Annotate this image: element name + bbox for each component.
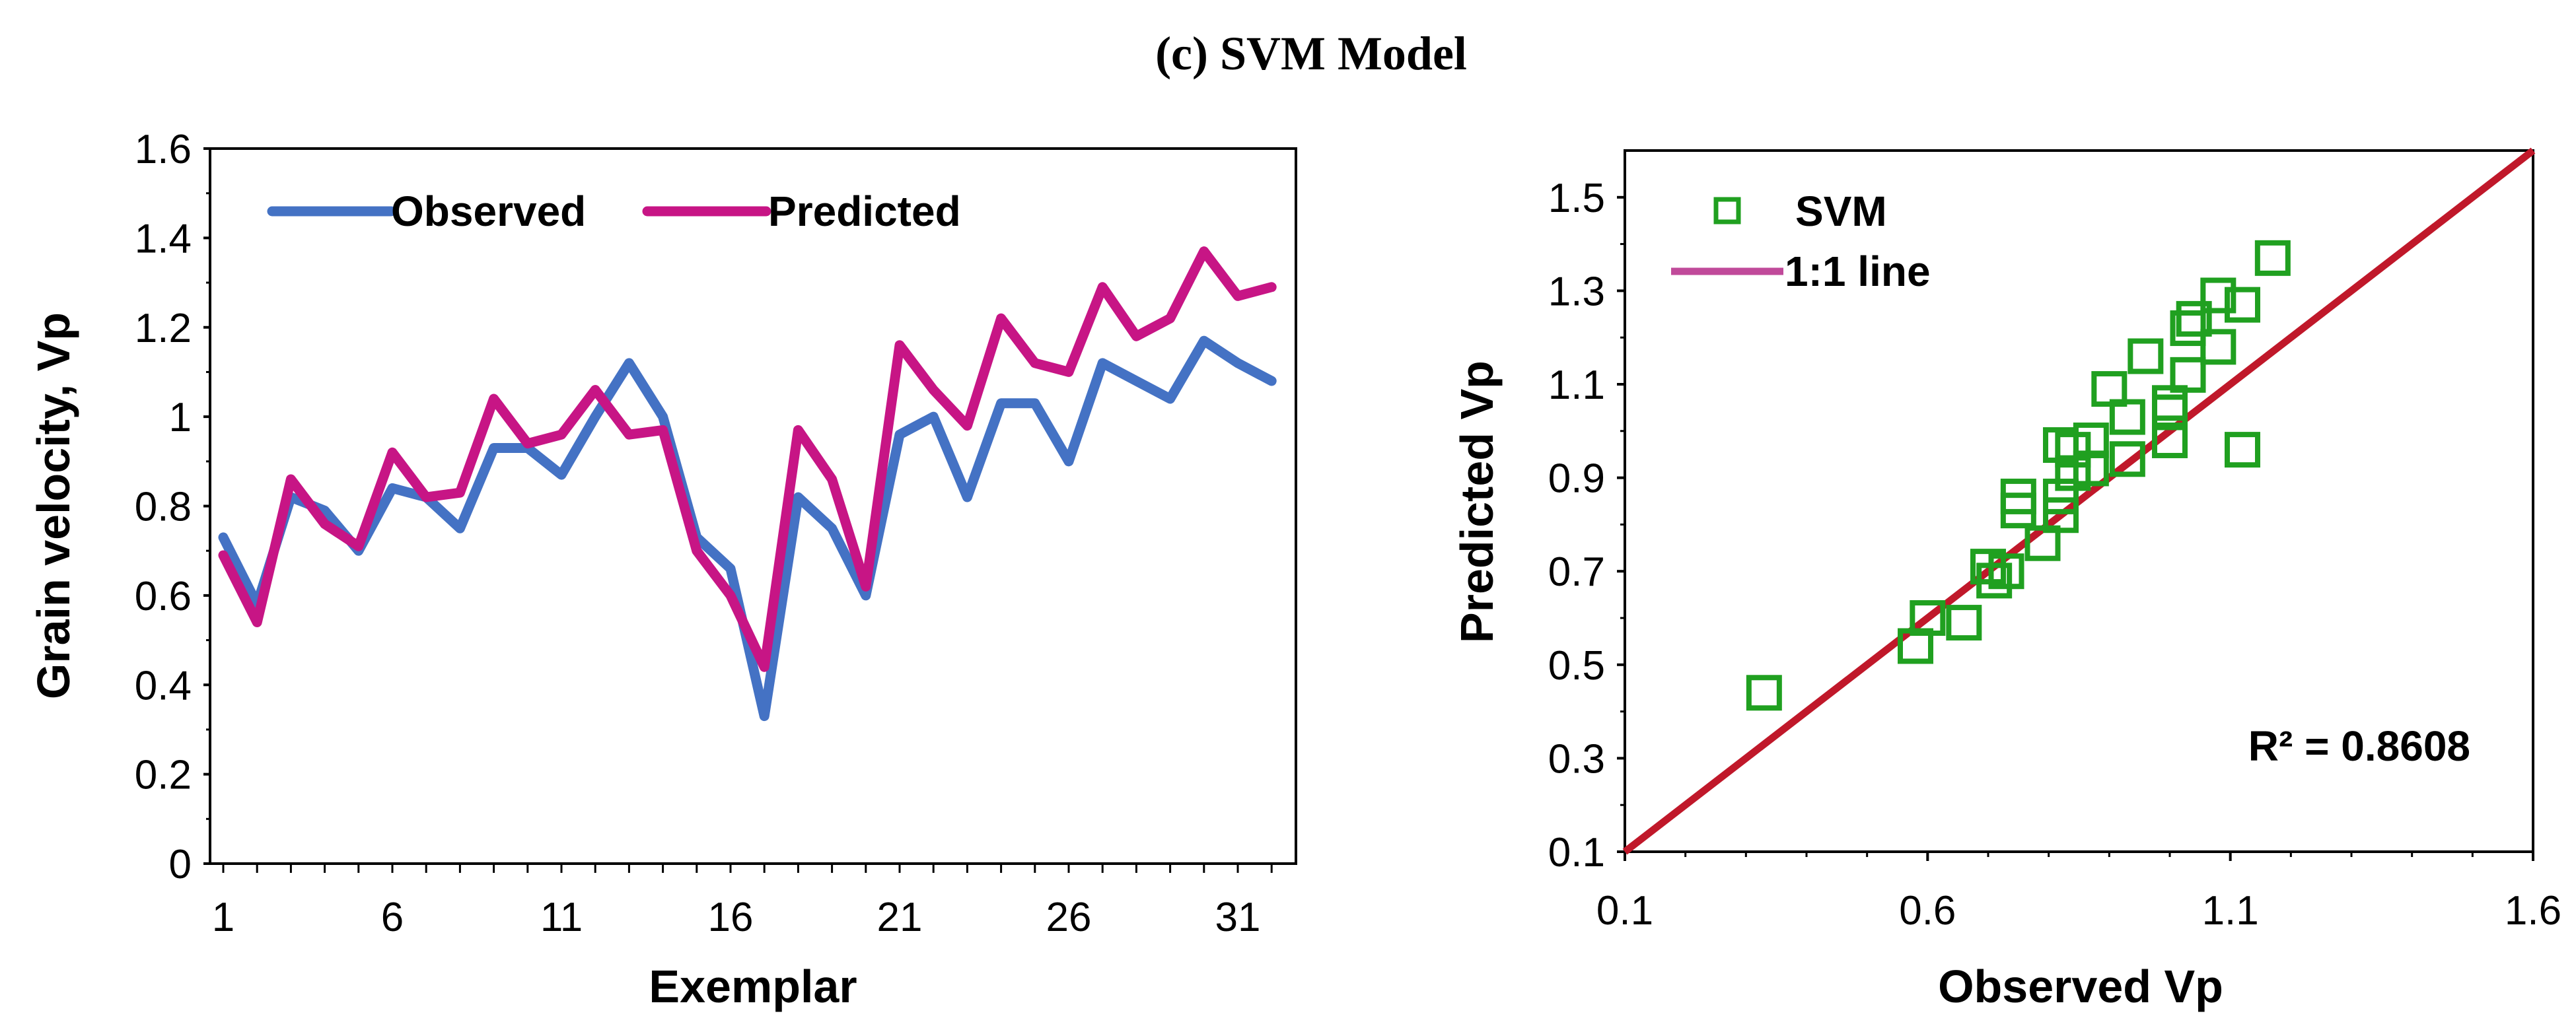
y-axis-label: Predicted Vp bbox=[1451, 360, 1503, 643]
x-tick-label: 1 bbox=[212, 895, 234, 940]
scatter-point bbox=[2152, 385, 2188, 421]
scatter-point bbox=[2091, 371, 2128, 407]
scatter-point bbox=[2200, 329, 2236, 365]
scatter-point bbox=[2024, 525, 2061, 561]
y-tick-label: 0.2 bbox=[135, 753, 192, 798]
x-tick-label: 1.1 bbox=[2202, 888, 2259, 934]
scatter-point bbox=[2225, 432, 2260, 468]
y-tick-label: 0.6 bbox=[135, 574, 192, 619]
y-tick-label: 1.4 bbox=[135, 216, 192, 261]
scatter-point bbox=[2109, 441, 2145, 477]
scatter-point bbox=[2055, 455, 2091, 491]
x-tick-label: 0.6 bbox=[1899, 888, 1956, 934]
scatter-point bbox=[2073, 422, 2109, 458]
legend-swatch-svm bbox=[1713, 197, 1741, 224]
scatter-point bbox=[2176, 300, 2212, 337]
scatter-point bbox=[2055, 432, 2091, 468]
figure-title: (c) SVM Model bbox=[1155, 27, 1467, 80]
scatter-point bbox=[2170, 357, 2206, 393]
plot-frame bbox=[1624, 149, 2534, 853]
y-tick-label: 1.2 bbox=[135, 306, 192, 351]
scatter-point bbox=[2128, 338, 2164, 374]
legend-label-predicted: Predicted bbox=[768, 188, 961, 235]
y-axis-label: Grain velocity, Vp bbox=[28, 312, 79, 699]
x-tick-label: 6 bbox=[381, 895, 404, 940]
y-tick-label: 0.8 bbox=[135, 485, 192, 530]
legend-label-svm: SVM bbox=[1795, 188, 1887, 235]
scatter-chart: 0.1 0.3 0.5 0.7 0.9 1.1 1.3 1.5 0.1 0.6 1.1 1.6 SVM 1… bbox=[1451, 147, 2561, 1012]
y-tick-label: 0.4 bbox=[135, 663, 192, 708]
series-line-observed bbox=[218, 335, 1277, 722]
legend-label-one-to-one: 1:1 line bbox=[1785, 248, 1931, 295]
scatter-point bbox=[2109, 399, 2145, 435]
scatter-point bbox=[1946, 605, 1982, 641]
scatter-point bbox=[1746, 675, 1782, 711]
scatter-point bbox=[2254, 240, 2291, 276]
x-tick-label: 1.6 bbox=[2505, 888, 2561, 934]
x-axis-label: Exemplar bbox=[649, 961, 857, 1012]
y-tick-label: 0.1 bbox=[1548, 830, 1605, 876]
legend-label-observed: Observed bbox=[391, 188, 586, 235]
x-axis-label: Observed Vp bbox=[1938, 961, 2223, 1012]
y-tick-label: 0.7 bbox=[1548, 549, 1605, 595]
scatter-point bbox=[2043, 497, 2079, 533]
x-tick-label: 21 bbox=[877, 895, 923, 940]
y-tick-label: 1 bbox=[169, 395, 192, 440]
x-tick-label: 26 bbox=[1046, 895, 1092, 940]
y-tick-label: 1.6 bbox=[135, 127, 192, 172]
y-tick-label: 0.9 bbox=[1548, 456, 1605, 502]
y-tick-label: 1.5 bbox=[1548, 176, 1605, 221]
line-chart: 00.20.40.60.811.21.41.61 6 11 16 21 26 31Exemp… bbox=[28, 127, 1297, 1012]
series-line-predicted bbox=[218, 246, 1277, 672]
r-squared-annotation: R² = 0.8608 bbox=[2248, 722, 2470, 770]
one-to-one-line bbox=[1622, 147, 2536, 855]
x-tick-label: 16 bbox=[708, 895, 754, 940]
y-tick-label: 1.1 bbox=[1548, 362, 1605, 408]
scatter-point bbox=[1910, 600, 1946, 636]
y-tick-label: 0.3 bbox=[1548, 736, 1605, 782]
scatter-point bbox=[2170, 310, 2206, 347]
scatter-point bbox=[2200, 277, 2236, 314]
scatter-point bbox=[2225, 287, 2260, 323]
y-tick-label: 1.3 bbox=[1548, 269, 1605, 314]
scatter-point bbox=[1976, 563, 2013, 599]
x-tick-label: 11 bbox=[540, 895, 583, 940]
x-tick-label: 0.1 bbox=[1596, 888, 1653, 934]
scatter-point bbox=[1988, 553, 2024, 590]
x-tick-label: 31 bbox=[1215, 895, 1261, 940]
scatter-point bbox=[2000, 478, 2036, 514]
y-tick-label: 0.5 bbox=[1548, 643, 1605, 689]
y-tick-label: 0 bbox=[169, 842, 192, 887]
scatter-point bbox=[2043, 478, 2079, 514]
